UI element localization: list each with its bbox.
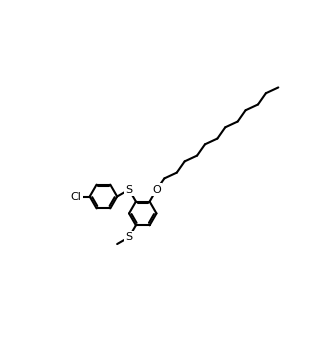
Text: Cl: Cl bbox=[70, 191, 82, 202]
Text: S: S bbox=[125, 232, 133, 242]
Text: O: O bbox=[152, 185, 161, 195]
Text: S: S bbox=[125, 185, 133, 195]
